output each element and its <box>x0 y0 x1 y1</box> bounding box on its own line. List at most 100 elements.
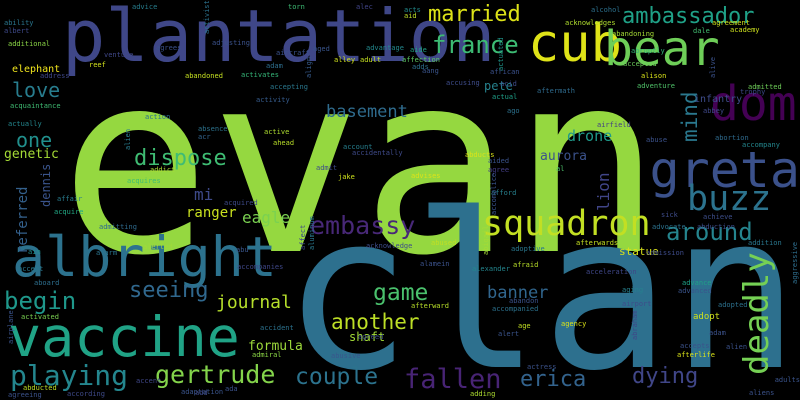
word-activist: activist <box>203 0 211 34</box>
word-activated: activated <box>21 313 59 321</box>
word-ability: ability <box>4 19 34 27</box>
word-accidentally: accidentally <box>352 149 403 157</box>
word-align: align <box>305 56 313 78</box>
word-addict: addict <box>150 166 176 174</box>
word-admit: admit <box>316 164 338 172</box>
word-airport: airport <box>622 300 652 308</box>
word-afraid: afraid <box>513 261 539 269</box>
word-acknowledges: acknowledges <box>565 19 616 27</box>
word-lion: lion <box>594 172 613 211</box>
word-abigail: abigail <box>482 225 490 255</box>
word-journal: journal <box>216 292 292 313</box>
word-afterlife: afterlife <box>677 351 715 359</box>
word-eagle: eagle <box>242 208 291 227</box>
word-buzz: buzz <box>687 179 772 219</box>
word-infantry: infantry <box>694 94 743 105</box>
word-admission: admission <box>646 249 684 257</box>
word-abduction: abduction <box>697 223 735 231</box>
word-alien: alien <box>726 343 748 351</box>
word-one: one <box>16 128 53 152</box>
word-afford: afford <box>491 189 517 197</box>
word-aid: aid <box>404 12 417 20</box>
word-accepts: accepts <box>680 342 710 350</box>
word-squadron: squadron <box>482 204 651 244</box>
word-aim: aim <box>28 248 41 256</box>
word-activates: activates <box>241 71 279 79</box>
word-aang: aang <box>422 67 439 75</box>
word-accident: accident <box>260 324 294 332</box>
word-abandon: abandon <box>509 297 539 305</box>
word-acts: acts <box>404 6 421 14</box>
word-accept: accept <box>18 265 44 273</box>
word-jake: jake <box>338 173 355 181</box>
word-abducts: abducts <box>465 151 495 159</box>
word-accent: accent <box>136 377 162 385</box>
word-elephant: elephant <box>12 64 61 75</box>
word-actual: actual <box>492 93 518 101</box>
word-ranger: ranger <box>186 205 237 221</box>
word-airfield: airfield <box>597 121 631 129</box>
word-aboard: aboard <box>34 279 60 287</box>
word-abandoning: abandoning <box>612 30 655 38</box>
word-albright: albright <box>12 225 277 289</box>
word-additional: additional <box>8 40 51 48</box>
word-vaccine: vaccine <box>8 305 240 369</box>
word-actuated: actuated <box>497 37 505 71</box>
word-aircraft: aircraft <box>276 49 310 57</box>
word-accepted: accepted <box>623 60 657 68</box>
word-agrees: agrees <box>156 44 182 52</box>
word-advanced: advanced <box>678 287 712 295</box>
word-affair: affair <box>57 195 83 203</box>
word-adaptation: adaptation <box>181 388 224 396</box>
word-dale: dale <box>693 27 710 35</box>
word-around: around <box>666 218 753 246</box>
word-advice: advice <box>132 3 158 11</box>
word-drone: drone <box>567 127 613 145</box>
word-fallen: fallen <box>404 364 502 395</box>
word-alley: alley <box>334 56 356 64</box>
word-genetic: genetic <box>4 147 59 162</box>
word-al: al <box>556 165 565 173</box>
word-aide: aide <box>410 46 427 54</box>
word-gertrude: gertrude <box>155 360 276 389</box>
word-affect: affect <box>299 224 307 250</box>
word-abused: abused <box>431 239 457 247</box>
word-abandoned: abandoned <box>185 72 223 80</box>
word-adam: adam <box>709 329 726 337</box>
word-address: address <box>40 72 70 80</box>
word-couple: couple <box>295 364 379 390</box>
word-abducted: abducted <box>23 384 57 392</box>
word-alerted: alerted <box>143 243 173 251</box>
word-achieve: achieve <box>703 213 733 221</box>
word-bear: bear <box>604 21 720 77</box>
word-pete: pete <box>484 79 513 93</box>
word-admiral: admiral <box>252 351 282 359</box>
word-abruptly: abruptly <box>631 47 665 55</box>
word-adopted: adopted <box>718 301 748 309</box>
word-alison: alison <box>641 72 667 80</box>
word-agreed: agreed <box>358 333 384 341</box>
word-addition: addition <box>748 239 782 247</box>
word-reef: reef <box>89 61 106 69</box>
word-acknowledge: acknowledge <box>366 242 413 250</box>
word-married: married <box>428 2 521 27</box>
word-acquire: acquire <box>54 208 84 216</box>
word-plantation: plantation <box>62 0 496 78</box>
word-accepting: accepting <box>270 83 308 91</box>
word-game: game <box>373 280 429 306</box>
word-admitted: admitted <box>748 83 782 91</box>
word-academy: academy <box>730 26 760 34</box>
word-france: france <box>432 31 519 59</box>
word-adjusting: adjusting <box>212 39 250 47</box>
word-advocate: advocate <box>652 223 686 231</box>
word-actually: actually <box>8 120 42 128</box>
word-another: another <box>331 310 420 334</box>
word-absence: absence <box>198 125 228 133</box>
word-adopt: adopt <box>693 312 721 322</box>
word-sick: sick <box>661 211 678 219</box>
word-afterward: afterward <box>411 302 449 310</box>
word-embassy: embassy <box>310 211 416 240</box>
word-acquaintance: acquaintance <box>10 102 61 110</box>
word-ada: ada <box>225 385 238 393</box>
